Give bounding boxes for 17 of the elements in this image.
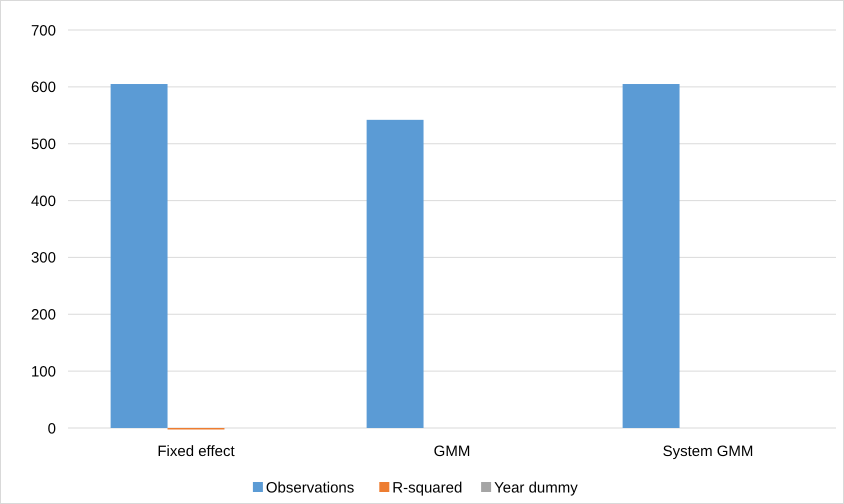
legend-label: Year dummy <box>494 479 578 496</box>
y-tick-label: 500 <box>30 136 56 153</box>
x-tick-label: System GMM <box>662 443 754 460</box>
x-tick-label: Fixed effect <box>157 443 236 460</box>
x-tick-label: GMM <box>434 443 470 460</box>
legend-label: R-squared <box>392 479 462 496</box>
y-tick-label: 400 <box>30 192 56 210</box>
legend-label: Observations <box>266 479 354 496</box>
bar <box>622 84 680 428</box>
y-tick-label: 300 <box>30 250 56 267</box>
bar <box>110 84 168 428</box>
y-tick-label: 0 <box>48 420 56 438</box>
y-tick-label: 600 <box>30 79 56 96</box>
bar <box>366 120 424 428</box>
y-tick-label: 200 <box>30 306 56 324</box>
y-tick-label: 100 <box>30 363 56 380</box>
y-tick-label: 700 <box>30 22 56 40</box>
